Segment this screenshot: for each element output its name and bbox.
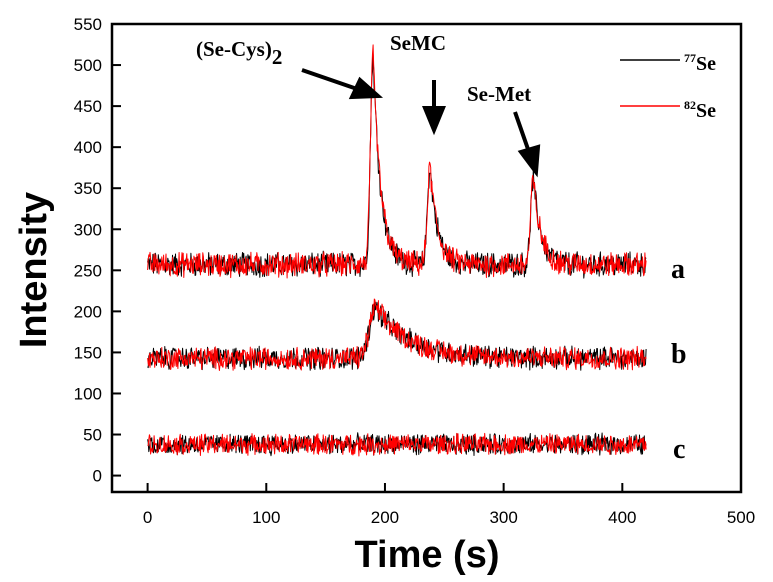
peak-label-semc: SeMC: [390, 31, 446, 55]
x-tick-label: 200: [371, 508, 399, 527]
legend-label-82se: 82Se: [684, 98, 716, 122]
arrow-se-met-head: [517, 144, 541, 178]
x-tick-label: 300: [489, 508, 517, 527]
x-axis-title: Time (s): [354, 534, 499, 576]
arrow-se-cys: [301, 68, 361, 92]
y-axis-title: Intensity: [13, 192, 55, 348]
y-tick-label: 550: [74, 15, 102, 34]
annotation-arrows: [301, 68, 541, 178]
y-tick-label: 450: [74, 97, 102, 116]
peak-label-se-cys: (Se-Cys)2: [196, 37, 282, 69]
trace-label-c: c: [673, 434, 685, 465]
y-tick-label: 250: [74, 261, 102, 280]
arrow-semc-head: [422, 106, 446, 136]
x-tick-label: 400: [608, 508, 636, 527]
peak-label-se-met: Se-Met: [467, 82, 531, 106]
y-tick-label: 100: [74, 384, 102, 403]
y-axis: 0 50 100 150 200 250 300 350 400 450 500 550: [74, 15, 121, 486]
y-tick-label: 500: [74, 56, 102, 75]
legend: 77Se 82Se: [620, 51, 716, 122]
legend-label-77se: 77Se: [684, 51, 716, 75]
y-tick-label: 0: [93, 467, 102, 486]
arrow-se-cys-head: [348, 76, 384, 100]
y-tick-label: 50: [83, 426, 102, 445]
x-tick-label: 100: [252, 508, 280, 527]
y-tick-label: 200: [74, 302, 102, 321]
y-tick-label: 400: [74, 138, 102, 157]
traces-layer: [147, 44, 647, 457]
trace-b-82se: [147, 298, 647, 371]
trace-label-b: b: [671, 339, 687, 370]
plot-frame: [110, 22, 743, 494]
trace-a-77se: [147, 54, 647, 279]
y-tick-label: 350: [74, 179, 102, 198]
arrow-se-met: [513, 111, 531, 153]
x-axis: 0 100 200 300 400 500: [143, 483, 755, 527]
y-tick-label: 150: [74, 343, 102, 362]
y-tick-label: 300: [74, 220, 102, 239]
trace-label-a: a: [671, 254, 685, 285]
trace-a-82se: [147, 44, 647, 279]
x-tick-label: 500: [727, 508, 755, 527]
x-tick-label: 0: [143, 508, 152, 527]
trace-c-82se: [147, 432, 647, 457]
